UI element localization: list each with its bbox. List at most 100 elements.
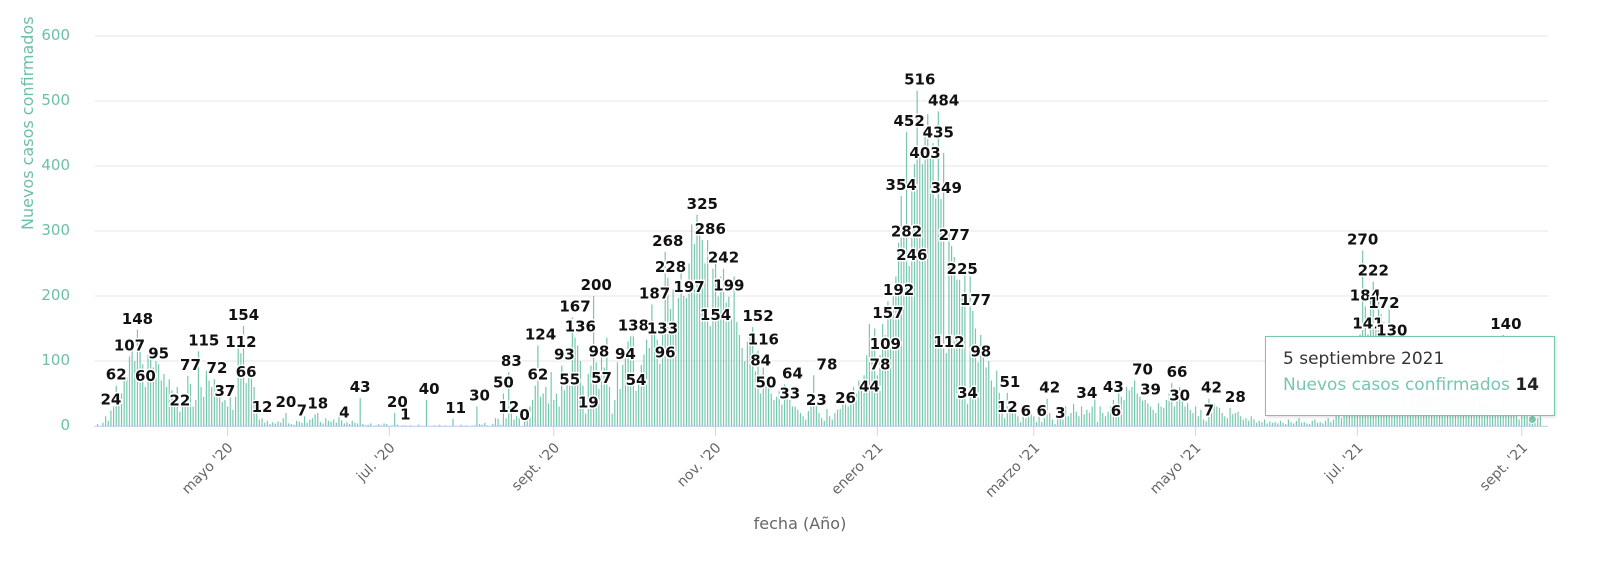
bar[interactable]	[879, 355, 881, 426]
bar[interactable]	[754, 371, 756, 426]
bar[interactable]	[807, 411, 809, 426]
bar[interactable]	[200, 387, 202, 426]
bar[interactable]	[524, 409, 526, 426]
bar[interactable]	[433, 425, 436, 426]
bar[interactable]	[778, 390, 780, 426]
bar[interactable]	[553, 400, 555, 426]
bar[interactable]	[1324, 420, 1327, 426]
bar[interactable]	[250, 377, 253, 426]
bar[interactable]	[476, 406, 478, 427]
bar[interactable]	[966, 403, 969, 426]
bar[interactable]	[608, 387, 611, 426]
bar[interactable]	[842, 397, 844, 426]
bar[interactable]	[855, 393, 857, 427]
bar[interactable]	[1168, 393, 1170, 427]
bar[interactable]	[1181, 400, 1183, 426]
bar[interactable]	[1157, 403, 1160, 426]
bar[interactable]	[675, 328, 677, 427]
bar[interactable]	[773, 400, 775, 426]
bar[interactable]	[661, 328, 664, 427]
bar[interactable]	[725, 302, 727, 427]
bar[interactable]	[534, 385, 536, 426]
bar[interactable]	[219, 393, 221, 427]
bar[interactable]	[752, 327, 754, 426]
bar[interactable]	[354, 422, 356, 426]
bar[interactable]	[367, 424, 369, 426]
bar[interactable]	[232, 409, 234, 426]
bar[interactable]	[768, 387, 770, 426]
bar[interactable]	[903, 231, 905, 426]
bar[interactable]	[1189, 409, 1191, 426]
bar[interactable]	[136, 329, 139, 426]
bar[interactable]	[908, 266, 910, 426]
bar[interactable]	[290, 424, 292, 426]
bar[interactable]	[439, 424, 441, 426]
bar[interactable]	[720, 276, 722, 427]
bar[interactable]	[1513, 413, 1515, 426]
bar[interactable]	[1144, 400, 1146, 426]
bar[interactable]	[298, 421, 300, 426]
bar[interactable]	[794, 406, 796, 427]
bar[interactable]	[327, 420, 329, 426]
bar[interactable]	[502, 393, 505, 427]
bar[interactable]	[988, 361, 990, 426]
bar[interactable]	[261, 418, 263, 426]
bar[interactable]	[813, 375, 815, 426]
bar[interactable]	[765, 380, 767, 427]
bar[interactable]	[1526, 416, 1528, 426]
bar[interactable]	[799, 413, 802, 426]
bar[interactable]	[1515, 416, 1518, 426]
bar[interactable]	[386, 424, 388, 426]
bar[interactable]	[311, 418, 314, 426]
bar[interactable]	[810, 400, 812, 426]
bar[interactable]	[844, 403, 847, 426]
bar[interactable]	[402, 425, 404, 426]
bar[interactable]	[913, 164, 916, 427]
bar[interactable]	[1250, 416, 1252, 426]
bar[interactable]	[1311, 420, 1313, 426]
bar[interactable]	[240, 353, 242, 426]
bar[interactable]	[1054, 424, 1056, 426]
bar[interactable]	[656, 339, 658, 426]
bar[interactable]	[213, 379, 215, 426]
bar[interactable]	[730, 315, 733, 427]
bar[interactable]	[1070, 413, 1072, 426]
bar[interactable]	[1242, 419, 1244, 427]
bar[interactable]	[616, 362, 619, 426]
bar[interactable]	[985, 367, 987, 427]
bar[interactable]	[1330, 422, 1332, 426]
bar[interactable]	[680, 270, 682, 426]
bar[interactable]	[1128, 390, 1130, 426]
bar[interactable]	[1171, 383, 1173, 426]
bar[interactable]	[1213, 403, 1215, 426]
bar[interactable]	[280, 422, 282, 426]
bar[interactable]	[1221, 413, 1223, 426]
bar[interactable]	[1006, 392, 1008, 426]
bar[interactable]	[998, 392, 1000, 426]
bar[interactable]	[229, 390, 231, 426]
bar[interactable]	[107, 420, 109, 426]
bar[interactable]	[1282, 422, 1284, 426]
bar[interactable]	[1104, 416, 1107, 426]
bar[interactable]	[295, 420, 298, 426]
bar[interactable]	[1301, 422, 1303, 426]
bar[interactable]	[242, 325, 245, 426]
bar[interactable]	[577, 345, 579, 426]
bar[interactable]	[651, 304, 653, 426]
bar[interactable]	[526, 407, 528, 426]
bar[interactable]	[1163, 407, 1165, 426]
bar[interactable]	[1229, 407, 1231, 426]
bar[interactable]	[582, 385, 584, 426]
bar[interactable]	[741, 348, 743, 426]
bar[interactable]	[325, 418, 327, 426]
bar[interactable]	[481, 424, 483, 426]
bar[interactable]	[380, 425, 383, 426]
bar[interactable]	[150, 348, 152, 426]
bar[interactable]	[1179, 387, 1181, 426]
bar[interactable]	[319, 422, 322, 426]
bar[interactable]	[343, 423, 345, 426]
bar[interactable]	[1118, 393, 1120, 427]
bar[interactable]	[274, 423, 276, 426]
bar[interactable]	[1266, 423, 1268, 426]
bar[interactable]	[762, 367, 764, 427]
